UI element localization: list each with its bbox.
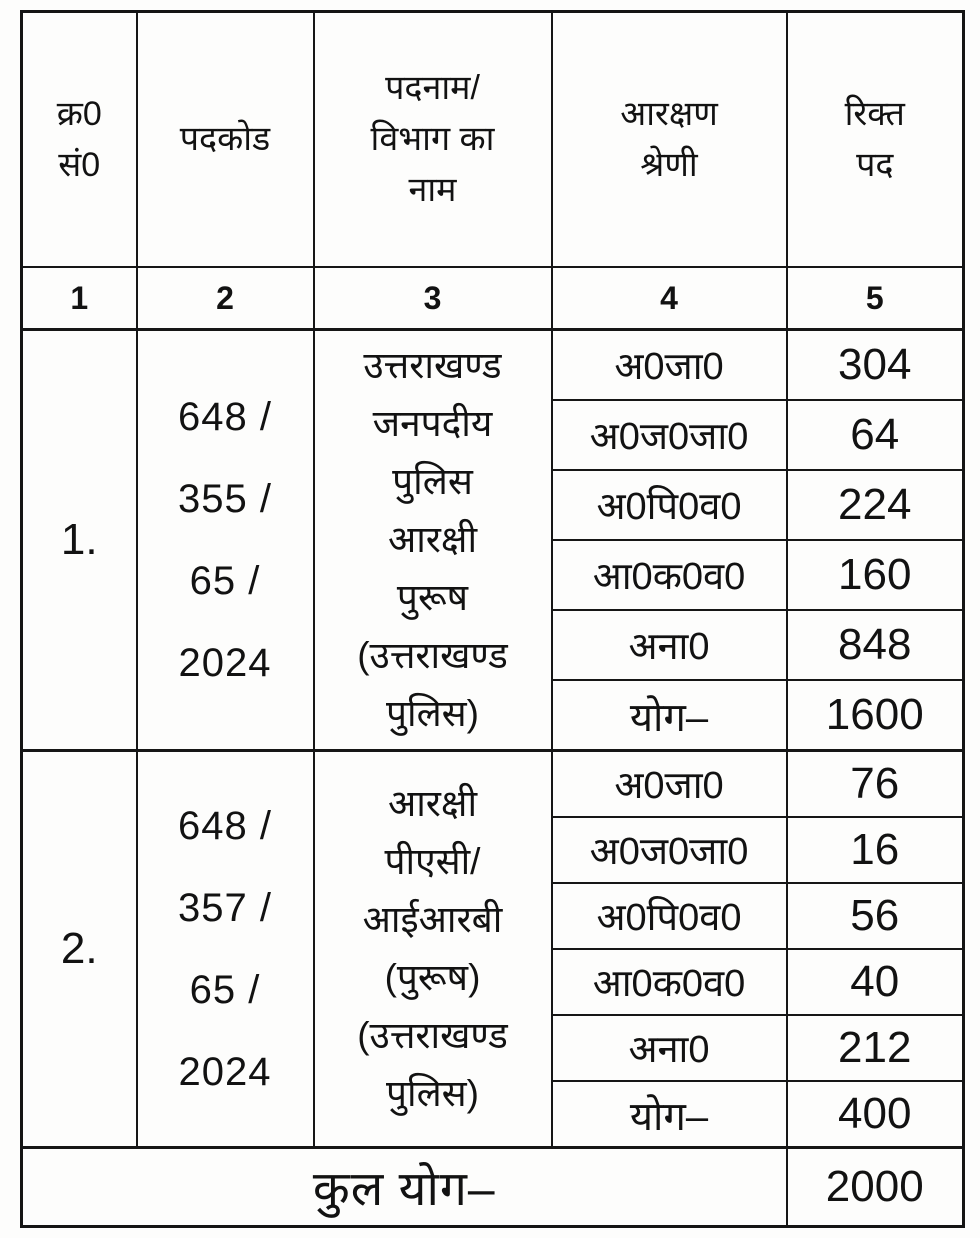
vacancy-value: 56 xyxy=(785,882,965,950)
serial-number-cell: 1. xyxy=(20,328,138,752)
table-row: अना0 848 xyxy=(22,609,965,681)
total-label: योग– xyxy=(550,679,788,752)
vacancy-value: 212 xyxy=(785,1014,965,1082)
post-code-cell: 648 / 355 / 65 / 2024 xyxy=(135,328,315,752)
vacancy-value: 224 xyxy=(785,469,965,541)
category-label: आ0क0व0 xyxy=(550,539,788,611)
column-number-4: 4 xyxy=(550,266,788,331)
total-value: 400 xyxy=(785,1080,965,1149)
table-total-row: योग– 400 xyxy=(22,1080,965,1149)
column-number-1: 1 xyxy=(20,266,138,331)
table-row: अ0पि0व0 56 xyxy=(22,882,965,950)
post-name-cell: आरक्षी पीएसी/ आईआरबी (पुरूष) (उत्तराखण्ड… xyxy=(312,749,553,1149)
vacancy-value: 160 xyxy=(785,539,965,611)
post-code-cell: 648 / 357 / 65 / 2024 xyxy=(135,749,315,1149)
table-row: आ0क0व0 40 xyxy=(22,948,965,1016)
total-label: योग– xyxy=(550,1080,788,1149)
header-post-name-department: पदनाम/ विभाग का नाम xyxy=(312,10,553,268)
serial-number-cell: 2. xyxy=(20,749,138,1149)
header-reservation-category: आरक्षण श्रेणी xyxy=(550,10,788,268)
table-row: अना0 212 xyxy=(22,1014,965,1082)
header-serial-number: क्र0 सं0 xyxy=(20,10,138,268)
grand-total-row: कुल योग– 2000 xyxy=(20,1146,965,1228)
vacancy-value: 76 xyxy=(785,749,965,818)
header-post-code: पदकोड xyxy=(135,10,315,268)
total-value: 1600 xyxy=(785,679,965,752)
vacancy-table: क्र0 सं0 पदकोड पदनाम/ विभाग का नाम आरक्ष… xyxy=(20,10,965,1228)
vacancy-value: 304 xyxy=(785,328,965,401)
category-label: अना0 xyxy=(550,609,788,681)
category-label: अ0जा0 xyxy=(550,749,788,818)
table-row: 2. 648 / 357 / 65 / 2024 आरक्षी पीएसी/ आ… xyxy=(20,749,965,1149)
vacancy-value: 40 xyxy=(785,948,965,1016)
category-label: अना0 xyxy=(550,1014,788,1082)
column-number-3: 3 xyxy=(312,266,553,331)
table-row: अ0ज0जा0 64 xyxy=(22,399,965,471)
category-label: अ0पि0व0 xyxy=(550,469,788,541)
vacancy-value: 848 xyxy=(785,609,965,681)
table-header-row: क्र0 सं0 पदकोड पदनाम/ विभाग का नाम आरक्ष… xyxy=(20,10,965,268)
column-number-row: 1 2 3 4 5 xyxy=(20,266,965,331)
column-number-5: 5 xyxy=(785,266,965,331)
table-total-row: योग– 1600 xyxy=(22,679,965,752)
header-vacant-posts: रिक्त पद xyxy=(785,10,965,268)
category-label: अ0ज0जा0 xyxy=(550,399,788,471)
category-label: अ0पि0व0 xyxy=(550,882,788,950)
category-label: आ0क0व0 xyxy=(550,948,788,1016)
table-row: अ0ज0जा0 16 xyxy=(22,816,965,884)
column-number-2: 2 xyxy=(135,266,315,331)
table-row: अ0पि0व0 224 xyxy=(22,469,965,541)
vacancy-value: 16 xyxy=(785,816,965,884)
table-row: 1. 648 / 355 / 65 / 2024 उत्तराखण्ड जनपद… xyxy=(20,328,965,752)
grand-total-value: 2000 xyxy=(785,1146,965,1228)
grand-total-label: कुल योग– xyxy=(20,1146,788,1228)
post-name-cell: उत्तराखण्ड जनपदीय पुलिस आरक्षी पुरूष (उत… xyxy=(312,328,553,752)
category-label: अ0जा0 xyxy=(550,328,788,401)
vacancy-value: 64 xyxy=(785,399,965,471)
category-label: अ0ज0जा0 xyxy=(550,816,788,884)
table-row: आ0क0व0 160 xyxy=(22,539,965,611)
